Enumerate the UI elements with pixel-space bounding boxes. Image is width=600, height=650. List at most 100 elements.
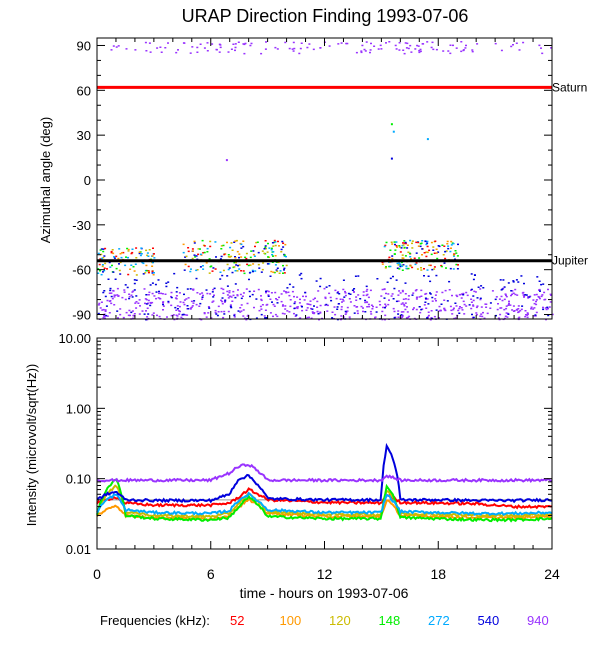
scatter-point <box>189 270 192 273</box>
scatter-point <box>242 270 245 272</box>
scatter-point <box>482 311 484 314</box>
scatter-point <box>116 294 119 296</box>
scatter-point <box>252 250 255 252</box>
scatter-point <box>424 301 427 303</box>
scatter-point <box>131 248 134 250</box>
scatter-point <box>110 251 113 254</box>
scatter-point <box>219 46 222 49</box>
scatter-point <box>426 298 429 300</box>
scatter-point <box>406 311 409 313</box>
scatter-point <box>103 314 105 317</box>
scatter-point <box>486 312 489 315</box>
scatter-point <box>280 248 283 251</box>
scatter-point <box>227 256 230 258</box>
scatter-point <box>200 318 203 321</box>
scatter-point <box>236 270 239 272</box>
scatter-point <box>298 52 301 55</box>
scatter-point <box>388 41 391 43</box>
scatter-point <box>461 309 464 311</box>
scatter-point <box>480 306 483 308</box>
scatter-point <box>479 297 482 300</box>
scatter-point <box>288 294 291 297</box>
scatter-point <box>465 291 468 294</box>
scatter-point <box>288 47 291 50</box>
scatter-point <box>398 262 401 264</box>
scatter-point <box>220 287 223 290</box>
scatter-point <box>131 296 134 298</box>
scatter-point <box>533 302 536 305</box>
scatter-point <box>507 313 510 315</box>
scatter-point <box>220 245 223 247</box>
scatter-point <box>104 310 107 312</box>
scatter-point <box>340 308 343 311</box>
scatter-point <box>425 243 428 246</box>
scatter-point <box>384 314 387 317</box>
scatter-point <box>193 242 196 244</box>
scatter-point <box>104 247 107 250</box>
scatter-point <box>452 308 455 311</box>
scatter-point <box>284 308 287 310</box>
scatter-point <box>367 296 370 299</box>
scatter-point <box>511 309 514 311</box>
scatter-point <box>113 294 116 296</box>
scatter-point <box>337 43 340 45</box>
scatter-point <box>397 310 400 312</box>
scatter-point <box>146 307 149 309</box>
scatter-point <box>340 315 343 317</box>
scatter-point <box>391 243 394 245</box>
scatter-point <box>406 247 409 249</box>
scatter-point <box>361 44 364 47</box>
scatter-point <box>178 292 181 294</box>
scatter-point <box>516 309 519 311</box>
legend: Frequencies (kHz): 52 100 120 148 272 540 940 <box>100 613 549 628</box>
scatter-point <box>111 297 114 300</box>
scatter-point <box>431 296 434 299</box>
scatter-point <box>284 41 287 44</box>
scatter-point <box>272 251 275 253</box>
scatter-point <box>145 249 148 252</box>
scatter-point <box>102 316 105 319</box>
scatter-point <box>424 293 427 295</box>
scatter-point <box>164 293 167 295</box>
scatter-point <box>521 305 524 307</box>
scatter-point <box>364 299 367 302</box>
scatter-point <box>232 294 235 297</box>
scatter-point <box>428 249 431 252</box>
scatter-point <box>201 292 204 294</box>
scatter-point <box>407 295 410 297</box>
scatter-point <box>153 253 155 255</box>
scatter-point <box>401 269 404 271</box>
scatter-point <box>159 298 162 300</box>
scatter-point <box>406 244 409 246</box>
scatter-point <box>189 288 192 290</box>
scatter-point <box>102 308 105 311</box>
scatter-point <box>378 300 381 303</box>
scatter-point <box>479 315 482 317</box>
scatter-point <box>299 298 301 301</box>
scatter-point <box>197 253 200 256</box>
intensity-series-148 <box>96 478 553 523</box>
scatter-point <box>409 44 412 47</box>
scatter-point <box>370 42 372 45</box>
scatter-point <box>222 316 225 319</box>
scatter-point <box>199 253 202 256</box>
scatter-point <box>211 43 214 45</box>
scatter-point <box>508 302 510 305</box>
scatter-point <box>201 239 204 242</box>
scatter-point <box>249 256 252 259</box>
scatter-point <box>336 318 339 321</box>
scatter-point <box>106 299 109 302</box>
scatter-point <box>292 50 295 52</box>
scatter-point <box>333 306 336 308</box>
legend-item-272: 272 <box>428 613 450 628</box>
scatter-point <box>482 287 485 289</box>
scatter-point <box>178 310 180 312</box>
scatter-point <box>392 130 395 133</box>
scatter-point <box>293 295 295 298</box>
scatter-point <box>134 302 137 304</box>
scatter-point <box>476 43 479 45</box>
scatter-point <box>525 294 528 296</box>
scatter-point <box>448 280 451 283</box>
scatter-point <box>220 310 223 313</box>
scatter-point <box>517 311 520 313</box>
